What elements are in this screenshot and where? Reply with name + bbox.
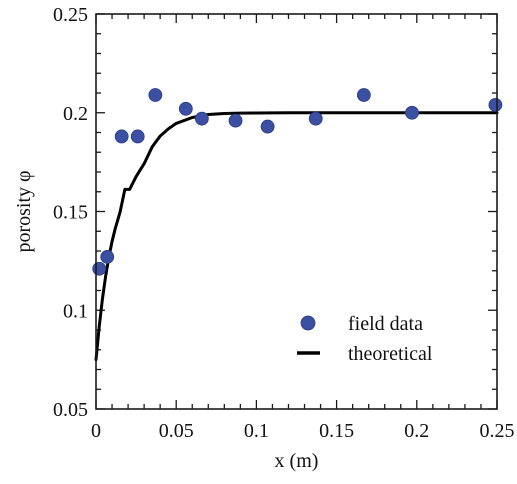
- field-data-point: [405, 105, 419, 120]
- field-data-point: [92, 261, 107, 276]
- field-data-point: [308, 111, 323, 126]
- field-data-point: [114, 129, 129, 144]
- legend-theoretical-label: theoretical: [348, 343, 433, 365]
- legend-field-data-label: field data: [348, 313, 423, 335]
- x-tick-label: 0: [91, 420, 101, 442]
- field-data-point: [228, 113, 243, 128]
- x-tick-label: 0.05: [159, 420, 194, 442]
- field-data-point: [488, 97, 503, 112]
- x-axis-label: x (m): [275, 450, 319, 472]
- x-tick-label: 0.25: [480, 420, 515, 442]
- field-data-point: [130, 129, 145, 144]
- legend: field data theoretical: [297, 313, 433, 365]
- field-data-point: [148, 88, 163, 102]
- theoretical-curve: [94, 111, 499, 362]
- y-tick-label: 0.2: [63, 103, 88, 125]
- y-tick-label: 0.25: [53, 4, 88, 26]
- tick-label-layer: 0 0.05 0.1 0.15 0.2 0.250.050.10.150.20.25: [53, 4, 515, 442]
- field-data-point: [356, 88, 371, 102]
- ticks-layer: [95, 13, 498, 410]
- plot-frame: [95, 13, 498, 410]
- y-tick-label: 0.1: [63, 300, 88, 322]
- field-data-point: [260, 119, 275, 134]
- y-tick-label: 0.15: [53, 202, 88, 224]
- y-tick-label: 0.05: [53, 399, 88, 421]
- x-tick-label: 0.15: [319, 420, 354, 442]
- field-data-point: [100, 250, 115, 264]
- y-axis-label: porosity φ: [13, 170, 35, 252]
- legend-field-data-marker: [300, 315, 316, 331]
- field-data-point: [178, 101, 193, 116]
- x-tick-label: 0.2: [404, 420, 429, 442]
- points-layer: [92, 88, 503, 276]
- field-data-point: [194, 111, 209, 126]
- curve-layer: [94, 111, 499, 362]
- x-tick-label: 0.1: [244, 420, 269, 442]
